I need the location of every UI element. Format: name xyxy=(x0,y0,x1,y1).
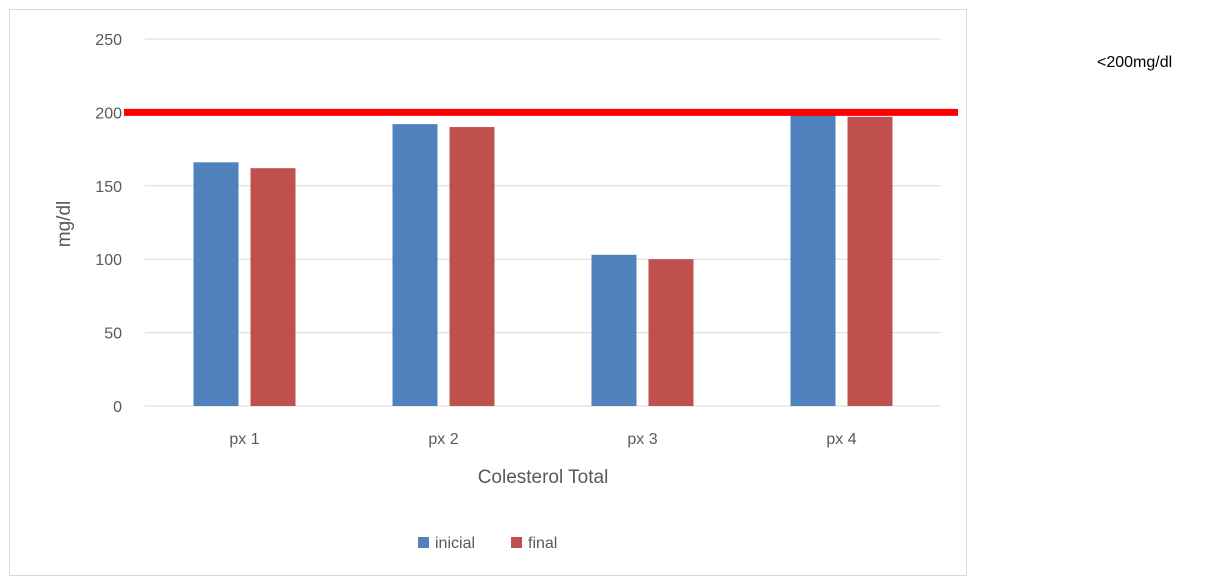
y-tick-label-0: 0 xyxy=(113,399,122,416)
bar-final-px-1 xyxy=(250,168,296,406)
bars xyxy=(193,113,893,407)
chart-frame xyxy=(9,9,967,576)
bar-inicial-px-1 xyxy=(193,162,239,406)
x-tick-label-px-4: px 4 xyxy=(826,431,856,448)
x-tick-label-px-1: px 1 xyxy=(229,431,259,448)
bar-final-px-2 xyxy=(449,127,495,406)
y-tick-label-50: 50 xyxy=(104,326,122,343)
legend-swatch-inicial xyxy=(418,537,429,548)
y-tick-label-200: 200 xyxy=(95,105,122,122)
y-axis-title: mg/dl xyxy=(54,201,75,247)
legend-label-final: final xyxy=(528,535,557,552)
y-tick-label-150: 150 xyxy=(95,179,122,196)
bar-inicial-px-2 xyxy=(392,124,438,407)
x-tick-label-px-2: px 2 xyxy=(428,431,458,448)
legend-label-inicial: inicial xyxy=(435,535,475,552)
y-tick-label-250: 250 xyxy=(95,32,122,49)
bar-inicial-px-3 xyxy=(591,254,637,406)
bar-inicial-px-4 xyxy=(790,113,836,407)
reference-line-label: <200mg/dl xyxy=(1097,54,1172,71)
x-axis-title: Colesterol Total xyxy=(478,467,609,488)
legend-swatch-final xyxy=(511,537,522,548)
legend: inicial final xyxy=(418,535,557,552)
x-tick-label-px-3: px 3 xyxy=(627,431,657,448)
bar-final-px-4 xyxy=(847,116,893,406)
y-tick-label-100: 100 xyxy=(95,252,122,269)
x-axis-ticks: px 1 px 2 px 3 px 4 xyxy=(229,431,856,448)
bar-final-px-3 xyxy=(648,259,694,406)
y-axis-ticks: 0 50 100 150 200 250 xyxy=(95,32,122,416)
